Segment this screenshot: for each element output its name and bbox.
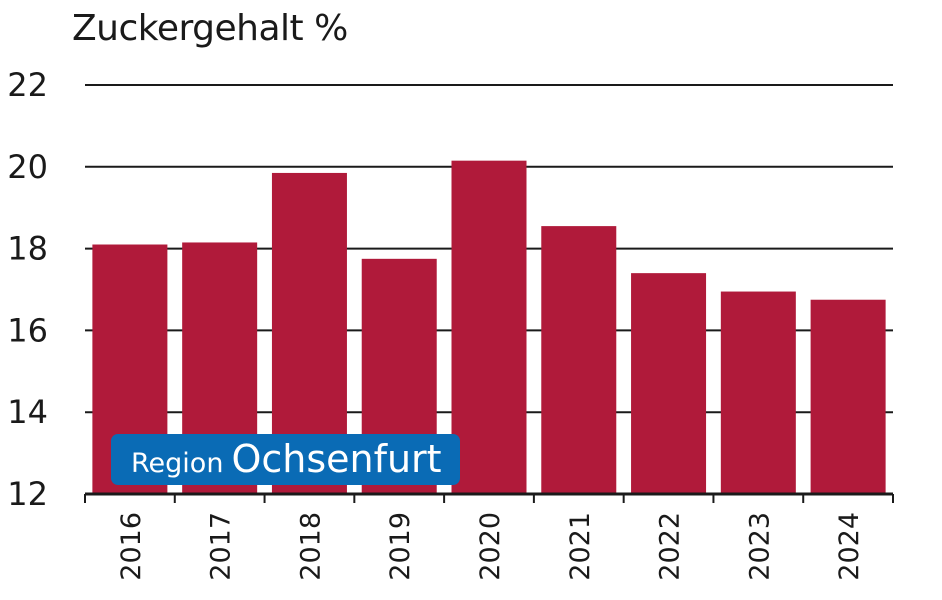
bar-2021 xyxy=(541,226,617,495)
region-prefix: Region xyxy=(131,448,224,479)
y-tick-label: 20 xyxy=(7,148,48,186)
x-tick-label: 2024 xyxy=(834,512,865,581)
y-tick-label: 18 xyxy=(7,230,48,268)
x-tick-label: 2022 xyxy=(655,512,686,581)
x-tick-label: 2019 xyxy=(385,512,416,581)
x-tick-label: 2016 xyxy=(116,512,147,581)
region-name: Ochsenfurt xyxy=(231,437,442,481)
bar-2024 xyxy=(810,299,886,494)
y-tick-label: 14 xyxy=(7,393,48,431)
bar-2022 xyxy=(631,273,707,494)
y-tick-label: 16 xyxy=(7,311,48,349)
chart-title: Zuckergehalt % xyxy=(72,8,348,49)
y-tick-label: 22 xyxy=(7,66,48,104)
region-badge: Region Ochsenfurt xyxy=(111,434,460,485)
x-tick-label: 2021 xyxy=(565,512,596,581)
x-tick-label: 2020 xyxy=(475,512,506,581)
bar-2020 xyxy=(451,160,527,495)
x-tick-label: 2018 xyxy=(295,512,326,581)
x-tick-label: 2023 xyxy=(744,512,775,581)
x-tick-label: 2017 xyxy=(206,512,237,581)
y-tick-label: 12 xyxy=(7,475,48,513)
bar-2023 xyxy=(720,291,796,494)
